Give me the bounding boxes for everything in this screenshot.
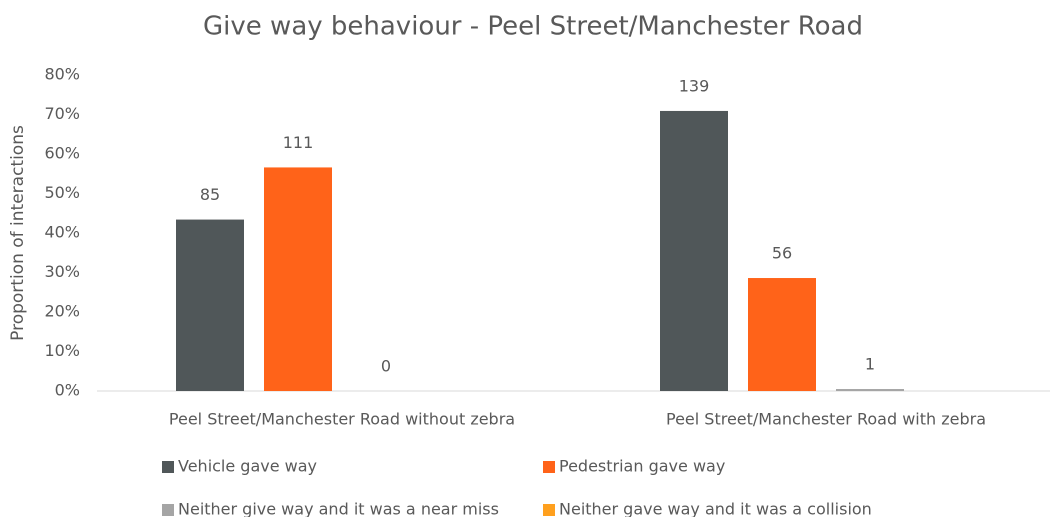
x-tick-label: Peel Street/Manchester Road with zebra	[666, 410, 986, 429]
legend-label: Vehicle gave way	[178, 457, 317, 476]
y-tick-label: 50%	[44, 183, 80, 202]
legend-swatch	[162, 461, 174, 473]
y-tick-label: 80%	[44, 65, 80, 84]
data-label: 111	[283, 133, 314, 152]
y-axis-label: Proportion of interactions	[8, 125, 28, 341]
data-label: 85	[200, 185, 220, 204]
y-tick-label: 70%	[44, 104, 80, 123]
y-tick-label: 40%	[44, 223, 80, 242]
legend-swatch	[543, 461, 555, 473]
data-label: 56	[772, 244, 792, 263]
y-tick-label: 0%	[55, 381, 80, 400]
legend-swatch	[162, 504, 174, 516]
legend-swatch	[543, 504, 555, 516]
data-label: 139	[679, 76, 710, 95]
bar	[264, 167, 332, 391]
legend-label: Neither give way and it was a near miss	[178, 500, 499, 517]
data-label: 1	[865, 355, 875, 374]
y-tick-label: 10%	[44, 341, 80, 360]
legend-label: Pedestrian gave way	[559, 457, 725, 476]
y-tick-label: 60%	[44, 144, 80, 163]
x-tick-label: Peel Street/Manchester Road without zebr…	[169, 410, 515, 429]
chart-title: Give way behaviour - Peel Street/Manches…	[203, 12, 863, 42]
y-tick-label: 20%	[44, 302, 80, 321]
bar	[836, 389, 904, 391]
legend-label: Neither gave way and it was a collision	[559, 500, 872, 517]
bar	[748, 278, 816, 391]
bar	[176, 219, 244, 391]
bar	[660, 110, 728, 391]
y-tick-label: 30%	[44, 262, 80, 281]
data-label: 0	[381, 357, 391, 376]
